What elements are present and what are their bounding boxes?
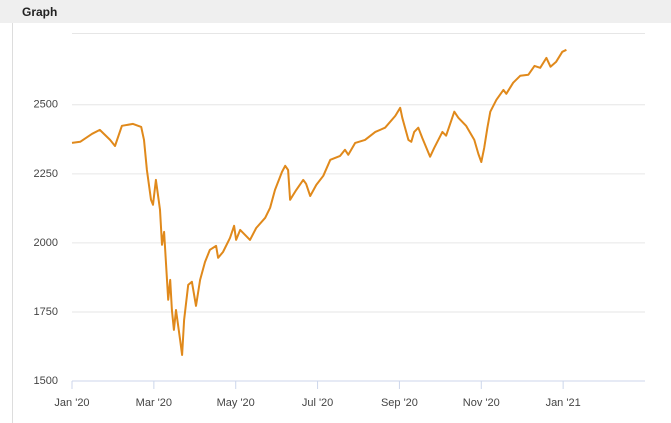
x-tick-label: Jul '20 [302,397,333,409]
x-tick-label: Jan '21 [546,397,581,409]
x-tick-label: Sep '20 [381,397,418,409]
y-tick-label: 2000 [34,237,58,249]
x-tick-label: Nov '20 [463,397,500,409]
y-tick-label: 2500 [34,99,58,111]
y-tick-label: 1750 [34,306,58,318]
line-series [71,48,567,356]
panel-header: Graph [0,0,671,23]
x-tick-label: Jan '20 [54,397,89,409]
panel-title: Graph [22,5,58,19]
y-tick-label: 1500 [34,375,58,387]
x-tick-label: Mar '20 [136,397,172,409]
y-tick-label: 2250 [34,168,58,180]
x-tick-label: May '20 [217,397,255,409]
